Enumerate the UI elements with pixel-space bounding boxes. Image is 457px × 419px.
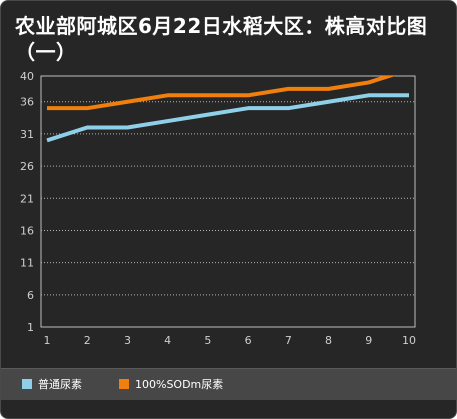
plot-area bbox=[40, 75, 416, 328]
x-tick-label-6: 6 bbox=[245, 334, 252, 347]
x-tick-label-2: 2 bbox=[84, 334, 91, 347]
series-1-point-1 bbox=[45, 138, 49, 142]
x-tick-label-1: 1 bbox=[44, 334, 51, 347]
series-1-point-5 bbox=[206, 113, 210, 117]
series-1-point-8 bbox=[327, 100, 331, 104]
series-line-1 bbox=[46, 93, 409, 143]
y-tick-label-6: 6 bbox=[27, 289, 34, 302]
series-2-point-5 bbox=[206, 93, 210, 97]
series-1-point-2 bbox=[85, 125, 89, 129]
series-2-point-7 bbox=[286, 87, 290, 91]
series-2-point-3 bbox=[125, 100, 129, 104]
series-2-point-6 bbox=[246, 93, 250, 97]
series-1-point-9 bbox=[367, 93, 371, 97]
x-tick-label-10: 10 bbox=[402, 334, 416, 347]
x-tick-label-8: 8 bbox=[325, 334, 332, 347]
series-2-point-4 bbox=[166, 93, 170, 97]
series-2-point-8 bbox=[327, 87, 331, 91]
series-1-point-10 bbox=[407, 93, 411, 97]
y-tick-label-21: 21 bbox=[20, 192, 34, 205]
x-tick-label-7: 7 bbox=[285, 334, 292, 347]
x-tick-label-5: 5 bbox=[204, 334, 211, 347]
legend-swatch-series-2 bbox=[119, 379, 129, 389]
series-line-2 bbox=[47, 76, 396, 111]
y-tick-label-16: 16 bbox=[20, 224, 34, 237]
series-1-point-4 bbox=[166, 119, 170, 123]
series-2-point-2 bbox=[85, 106, 89, 110]
chart-title: 农业部阿城区6月22日水稻大区：株高对比图（一） bbox=[15, 14, 428, 64]
series-1-point-7 bbox=[286, 106, 290, 110]
legend-item-series-2: 100%SODm尿素 bbox=[119, 376, 223, 392]
y-tick-label-31: 31 bbox=[20, 128, 34, 141]
x-tick-label-9: 9 bbox=[365, 334, 372, 347]
legend-swatch-series-1 bbox=[22, 379, 32, 389]
y-tick-label-40: 40 bbox=[20, 70, 34, 83]
y-tick-label-36: 36 bbox=[20, 96, 34, 109]
legend: 普通尿素 100%SODm尿素 bbox=[1, 368, 456, 400]
legend-item-series-1: 普通尿素 bbox=[22, 376, 82, 392]
series-2-point-10 bbox=[407, 68, 411, 72]
series-2-point-1 bbox=[45, 106, 49, 110]
y-tick-label-1: 1 bbox=[27, 321, 34, 334]
x-tick-label-3: 3 bbox=[124, 334, 131, 347]
series-1-point-3 bbox=[125, 125, 129, 129]
y-tick-label-26: 26 bbox=[20, 160, 34, 173]
y-tick-label-11: 11 bbox=[20, 257, 34, 270]
x-tick-label-4: 4 bbox=[164, 334, 171, 347]
legend-label-series-1: 普通尿素 bbox=[38, 378, 82, 391]
series-2-point-9 bbox=[367, 80, 371, 84]
series-1-point-6 bbox=[246, 106, 250, 110]
legend-label-series-2: 100%SODm尿素 bbox=[135, 378, 224, 391]
